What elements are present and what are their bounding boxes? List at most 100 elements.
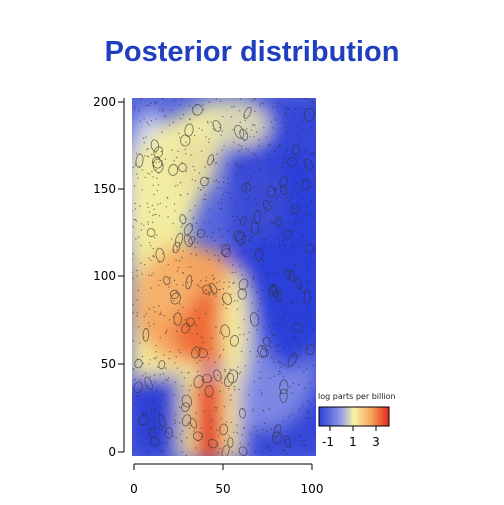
sampling-dot [277,322,279,325]
sampling-dot [303,370,305,372]
sampling-dot [280,365,282,368]
sampling-dot [313,152,315,154]
sampling-dot [248,331,250,334]
sampling-dot [299,435,301,437]
sampling-dot [158,305,160,307]
sampling-dot [280,298,282,300]
sampling-dot [280,384,282,386]
sampling-dot [259,104,261,107]
sampling-dot [214,406,216,408]
sampling-dot [181,451,183,453]
y-tick-label: 50 [101,357,116,371]
sampling-ellipse [279,176,289,188]
sampling-dot [273,333,275,336]
sampling-dot [178,267,180,269]
sampling-dot [165,379,167,381]
sampling-dot [241,274,243,276]
sampling-ellipse [204,385,214,398]
sampling-dot [132,304,134,306]
sampling-dot [196,241,199,244]
sampling-dot [252,410,254,412]
color-legend: log parts per billion -1 1 3 [318,392,396,449]
sampling-dot [309,383,311,385]
sampling-dot [303,439,305,442]
sampling-dot [154,311,156,313]
sampling-dot [176,270,179,272]
sampling-dot [220,134,222,136]
sampling-dot [239,244,242,246]
sampling-dots [132,98,316,456]
sampling-dot [159,311,162,313]
sampling-dot [268,326,271,328]
sampling-dot [198,394,201,396]
sampling-dot [277,360,280,362]
sampling-dot [307,281,310,283]
sampling-dot [194,169,196,171]
sampling-dot [178,349,180,351]
sampling-dot [180,194,182,196]
sampling-ellipse [239,128,249,141]
sampling-ellipse [269,283,276,295]
sampling-dot [273,360,275,363]
sampling-dot [248,394,250,396]
sampling-dot [236,216,238,218]
sampling-dot [290,245,293,247]
sampling-dot [223,281,225,284]
sampling-ellipse [304,243,315,254]
sampling-dot [134,202,136,205]
sampling-dot [197,187,199,189]
sampling-ellipse [257,344,268,358]
sampling-dot [250,177,253,179]
sampling-dot [191,178,193,181]
sampling-ellipse [271,284,279,298]
sampling-dot [142,413,144,416]
sampling-ellipse [243,106,252,119]
sampling-ellipse [219,423,229,436]
sampling-dot [136,312,139,314]
sampling-dot [202,341,204,344]
sampling-ellipse [224,372,235,388]
sampling-dot [200,150,203,152]
sampling-dot [309,100,311,102]
sampling-dot [212,232,214,234]
sampling-ellipse [170,292,181,305]
sampling-dot [238,150,240,152]
sampling-dot [151,170,153,173]
sampling-dot [205,136,207,138]
legend-tick-label: 3 [372,435,380,449]
sampling-dot [284,343,287,345]
sampling-dot [192,217,195,219]
sampling-dot [289,386,291,388]
sampling-dot [165,331,168,333]
sampling-dot [158,215,160,217]
sampling-ellipse [279,184,288,196]
sampling-dot [280,288,282,291]
sampling-ellipse [168,164,179,176]
sampling-dot [214,162,217,165]
sampling-dot [223,181,225,183]
sampling-dot [172,222,174,225]
sampling-ellipse [288,269,295,282]
sampling-dot [230,116,233,118]
sampling-dot [286,453,288,455]
sampling-dot [200,280,202,282]
sampling-dot [140,98,142,100]
sampling-dot [282,375,285,378]
sampling-dot [219,354,221,356]
sampling-dot [169,351,171,353]
sampling-dot [158,427,161,429]
sampling-dot [233,431,235,433]
sampling-dot [309,318,311,320]
sampling-dot [175,436,177,439]
sampling-dot [271,200,273,202]
sampling-dot [313,100,315,103]
sampling-dot [298,287,301,289]
sampling-ellipse [184,123,194,137]
sampling-dot [266,430,268,433]
sampling-dot [301,241,303,244]
sampling-dot [217,374,219,377]
sampling-dot [200,189,202,191]
sampling-dot [150,427,152,429]
sampling-dot [228,281,230,283]
sampling-dot [141,355,144,358]
